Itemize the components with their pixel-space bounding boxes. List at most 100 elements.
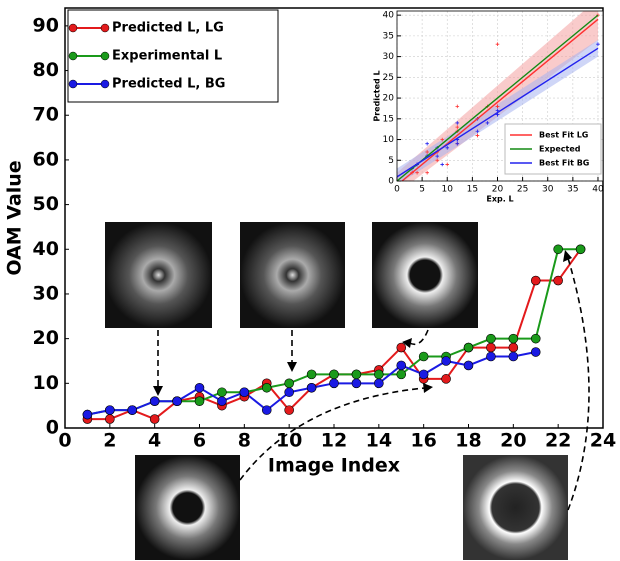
x-tick-label: 20 — [492, 185, 504, 195]
y-tick-label: 5 — [388, 156, 394, 166]
data-point — [261, 382, 272, 393]
x-tick-label: 35 — [567, 185, 578, 195]
data-point — [508, 342, 519, 353]
x-tick-label: 0 — [394, 185, 400, 195]
data-point — [530, 275, 541, 286]
scatter-point — [495, 112, 500, 117]
data-point — [284, 378, 294, 389]
data-point — [418, 351, 429, 362]
y-tick-label: 10 — [33, 372, 59, 394]
scatter-point — [445, 162, 450, 167]
scatter-point — [440, 137, 445, 142]
scatter-point — [440, 162, 445, 167]
arrowhead — [563, 250, 572, 262]
x-tick-label: 5 — [419, 185, 425, 195]
image — [372, 222, 478, 328]
series-line — [401, 18, 599, 181]
data-point — [127, 405, 138, 415]
scatter-point — [495, 42, 500, 46]
y-tick-label: 25 — [383, 73, 394, 83]
data-point — [149, 414, 160, 424]
x-tick-label: 10 — [276, 430, 302, 452]
arrowheads — [153, 250, 572, 396]
legend-label: Experimental L — [112, 49, 222, 64]
y-tick-label: 40 — [33, 238, 59, 260]
legend-label: Predicted L, BG — [112, 77, 225, 92]
arrowhead — [153, 386, 163, 396]
x-tick-label: 22 — [545, 430, 571, 452]
y-tick-label: 35 — [383, 31, 394, 41]
data-point — [441, 374, 451, 384]
plot-frame — [396, 10, 604, 182]
scatter-point — [596, 42, 600, 46]
data-point — [329, 378, 339, 389]
data-point — [463, 342, 474, 353]
x-axis-label: Exp. L — [486, 195, 513, 204]
x-tick-label: 30 — [542, 185, 554, 195]
x-tick-label: 40 — [592, 185, 604, 195]
arrow — [239, 387, 426, 481]
x-axis-label: Image Index — [268, 455, 400, 477]
data-point — [396, 342, 407, 353]
legend-marker — [68, 23, 78, 33]
scatter-point — [435, 154, 439, 158]
data-point — [508, 351, 519, 362]
y-tick-label: 80 — [33, 59, 59, 81]
y-tick-label: 60 — [33, 148, 59, 170]
legend-label: Best Fit BG — [539, 159, 589, 168]
data-point — [329, 369, 339, 380]
series-line — [397, 47, 599, 178]
data-point — [374, 369, 384, 380]
legend-marker — [100, 79, 110, 89]
x-tick-label: 10 — [442, 185, 454, 195]
scatter-point — [495, 108, 500, 113]
data-point — [463, 360, 474, 371]
data-point — [105, 414, 115, 424]
y-tick-label: 20 — [383, 94, 395, 104]
chart: 0 5 10 15 20 25 30 35 40 0 5 10 15 20 25 30 35 40 Exp. L Pr… — [373, 10, 604, 204]
data-point — [351, 378, 362, 389]
scatter-point — [445, 146, 450, 150]
legend: Predicted L, LG Experimental L Predicted L… — [67, 9, 279, 103]
data-point — [441, 356, 451, 366]
y-axis-label: Predicted L — [373, 70, 382, 121]
scatter-point — [425, 170, 429, 175]
data-point — [261, 405, 272, 415]
y-tick-label: 90 — [33, 14, 59, 36]
data-point — [530, 347, 541, 357]
data-point — [284, 405, 294, 415]
data-point — [553, 244, 563, 255]
y-tick-label: 40 — [383, 11, 395, 21]
data-point — [306, 382, 317, 393]
scatter-point — [455, 121, 460, 125]
y-tick-label: 0 — [46, 417, 59, 439]
arrow — [567, 257, 590, 511]
image — [240, 222, 345, 328]
legend: Best Fit LG Expected Best Fit BG — [504, 123, 602, 175]
arrowhead — [287, 362, 297, 372]
scatter-point — [455, 141, 460, 146]
data-point — [105, 405, 115, 415]
x-tick-label: 18 — [455, 430, 481, 452]
data-point — [217, 396, 227, 406]
legend-marker — [100, 51, 110, 61]
scatter-point — [455, 125, 460, 129]
scatter-point — [425, 141, 429, 146]
x-tick-label: 0 — [58, 430, 71, 452]
legend-marker — [68, 79, 78, 89]
legend-marker — [100, 23, 110, 33]
data-point — [149, 396, 160, 406]
y-tick-label: 10 — [383, 135, 395, 145]
y-axis-label: OAM Value — [4, 160, 26, 275]
scatter-point — [475, 129, 480, 134]
data-point — [530, 333, 541, 344]
y-tick-label: 30 — [33, 282, 59, 304]
data-point — [217, 387, 227, 398]
data-point — [508, 333, 519, 344]
x-tick-label: 15 — [467, 185, 478, 195]
data-point — [239, 387, 250, 398]
data-point — [194, 396, 205, 406]
y-tick-label: 15 — [383, 114, 394, 124]
x-tick-label: 4 — [148, 430, 161, 452]
